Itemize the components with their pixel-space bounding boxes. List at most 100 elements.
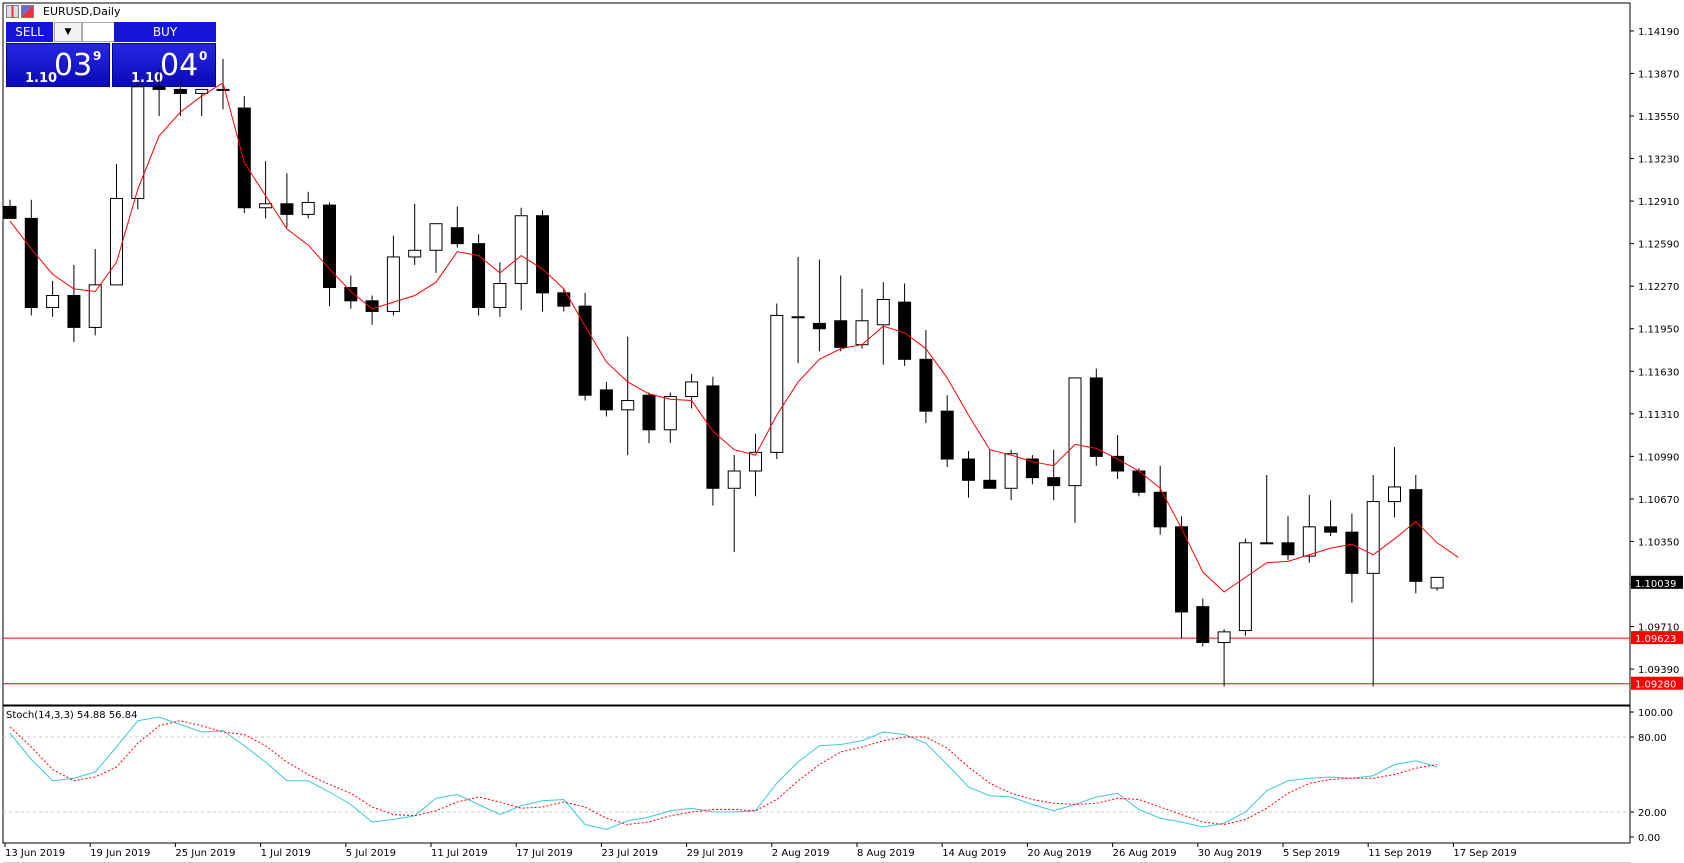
time-axis-label: 14 Aug 2019: [942, 848, 1006, 859]
time-axis-label: 11 Jul 2019: [431, 848, 488, 859]
sell-price-big: 1.10: [25, 71, 58, 86]
bullish-candle: [429, 223, 443, 251]
sell-price-box[interactable]: 1.10 03 9: [6, 43, 110, 87]
price-axis-label: 1.13230: [1638, 155, 1679, 166]
volume-dropdown-button[interactable]: ▼: [54, 22, 82, 42]
time-axis-label: 20 Aug 2019: [1027, 848, 1091, 859]
bullish-candle: [514, 215, 528, 285]
bearish-candle: [983, 479, 997, 489]
buy-price-fraction: 0: [199, 49, 208, 63]
sell-price-fraction: 9: [93, 49, 102, 63]
bullish-candle: [770, 314, 784, 453]
bearish-candle: [237, 107, 251, 209]
bearish-candle: [536, 215, 549, 294]
time-axis-label: 8 Aug 2019: [857, 848, 915, 859]
chart-window-icon: [6, 5, 19, 18]
bullish-candle: [110, 197, 123, 286]
window-icons: [6, 5, 34, 21]
bearish-candle: [1153, 491, 1167, 528]
bearish-candle: [578, 305, 592, 396]
stoch-main-line: [9, 716, 1438, 831]
bullish-candle: [727, 470, 741, 489]
bullish-candle: [131, 86, 145, 199]
bearish-candle: [940, 410, 954, 460]
time-axis-label: 25 Jun 2019: [175, 848, 235, 859]
moving-average-line: [9, 81, 1459, 593]
bearish-candle: [812, 322, 826, 330]
bearish-candle: [67, 295, 81, 328]
main-pane-frame: [2, 2, 1631, 706]
bearish-candle: [1047, 477, 1061, 487]
chart-title: EURUSD,Daily: [43, 5, 121, 18]
bullish-candle: [1068, 377, 1082, 487]
price-axis-label: 1.11950: [1638, 325, 1679, 336]
bearish-candle: [898, 301, 912, 360]
bearish-candle: [557, 292, 571, 307]
bearish-candle: [1089, 377, 1103, 457]
bullish-candle: [301, 201, 315, 215]
time-axis-label: 2 Aug 2019: [772, 848, 830, 859]
bearish-candle: [1175, 526, 1188, 613]
bullish-candle: [1430, 576, 1444, 589]
bearish-candle: [1111, 455, 1125, 472]
bullish-candle: [1366, 501, 1380, 574]
time-axis-label: 17 Jul 2019: [516, 848, 573, 859]
bullish-candle: [259, 203, 273, 209]
stoch-signal-line: [9, 720, 1438, 826]
bullish-candle: [749, 451, 762, 472]
level-price-tag: [1631, 676, 1683, 690]
price-axis-label: 1.14190: [1638, 27, 1679, 38]
bearish-candle: [472, 243, 486, 308]
bearish-candle: [3, 205, 17, 219]
bearish-candle: [599, 389, 613, 411]
sell-button[interactable]: SELL: [6, 22, 53, 42]
bearish-candle: [1025, 458, 1039, 479]
bullish-candle: [216, 88, 230, 91]
time-axis-label: 1 Jul 2019: [261, 848, 311, 859]
bearish-candle: [706, 385, 720, 489]
price-axis-label: 1.12910: [1638, 197, 1679, 208]
bullish-candle: [408, 249, 422, 258]
bullish-candle: [1238, 542, 1252, 632]
bullish-candle: [386, 256, 400, 312]
bullish-candle: [621, 400, 635, 411]
time-axis-label: 17 Sep 2019: [1453, 848, 1516, 859]
price-axis-label: 1.12590: [1638, 240, 1679, 251]
time-axis-label: 19 Jun 2019: [90, 848, 150, 859]
bearish-candle: [450, 227, 464, 245]
price-axis-label: 1.13870: [1638, 69, 1679, 80]
price-axis-label: 1.10990: [1638, 452, 1679, 463]
sell-price-pips: 03: [54, 48, 93, 83]
level-price-label: 1.09623: [1635, 634, 1676, 645]
price-axis-label: 1.10670: [1638, 495, 1679, 506]
price-axis-label: 1.13550: [1638, 112, 1679, 123]
price-axis-label: 1.12270: [1638, 282, 1679, 293]
bearish-candle: [1324, 526, 1338, 533]
bearish-candle: [24, 217, 38, 308]
buy-price-pips: 04: [160, 48, 199, 83]
level-price-label: 1.09280: [1635, 680, 1676, 691]
bullish-candle: [685, 381, 699, 398]
bullish-candle: [1217, 631, 1231, 644]
level-price-tag: [1631, 631, 1683, 645]
price-axis-label: 1.09390: [1638, 665, 1679, 676]
bearish-candle: [365, 300, 379, 312]
time-axis-label: 11 Sep 2019: [1368, 848, 1431, 859]
buy-button[interactable]: BUY: [114, 22, 216, 42]
bullish-candle: [88, 284, 102, 328]
bullish-candle: [195, 88, 209, 94]
stoch-axis-label: 20.00: [1638, 808, 1667, 819]
bearish-candle: [1409, 489, 1423, 582]
bearish-candle: [152, 86, 166, 90]
time-axis-label: 5 Sep 2019: [1283, 848, 1340, 859]
time-axis-label: 29 Jul 2019: [687, 848, 744, 859]
buy-price-big: 1.10: [131, 71, 164, 86]
bullish-candle: [1302, 526, 1316, 557]
bearish-candle: [919, 358, 933, 412]
bearish-candle: [280, 203, 294, 215]
current-price-tag: [1631, 575, 1683, 589]
bearish-candle: [1345, 531, 1359, 574]
price-axis-label: 1.11630: [1638, 367, 1679, 378]
bullish-candle: [46, 295, 60, 308]
